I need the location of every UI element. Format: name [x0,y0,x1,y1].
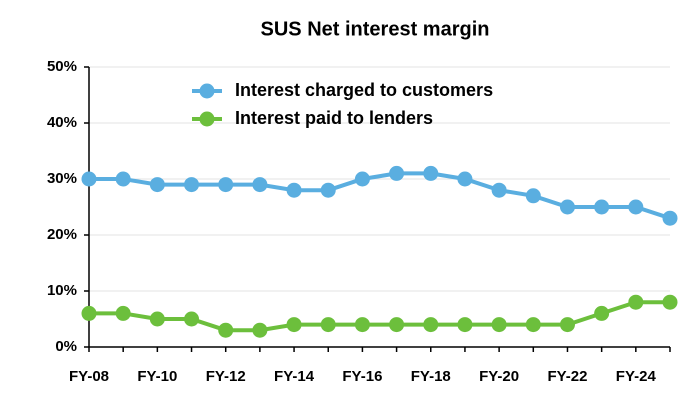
point [594,199,610,215]
point [184,177,200,193]
y-tick-label: 0% [55,338,77,355]
point [628,294,644,310]
y-tick-label: 40% [47,114,77,131]
point [457,317,473,333]
point [320,317,336,333]
point [423,317,439,333]
point [218,322,234,338]
series-line [89,300,670,333]
legend-marker [199,83,215,99]
point [184,311,200,327]
legend-label: Interest paid to lenders [235,108,433,128]
x-tick-label: FY-10 [137,368,177,385]
y-tick-label: 30% [47,170,77,187]
point [81,305,97,321]
point [662,294,678,310]
point [594,305,610,321]
point [457,171,473,187]
point [491,182,507,198]
point [354,317,370,333]
y-tick-label: 10% [47,282,77,299]
series-line [89,171,671,221]
point [149,177,165,193]
x-tick-label: FY-18 [411,368,451,385]
x-tick-label: FY-12 [206,368,246,385]
point [628,199,644,215]
legend-label: Interest charged to customers [235,80,493,100]
chart-title: SUS Net interest margin [261,18,490,40]
point [525,317,541,333]
point [252,177,268,193]
point [559,317,575,333]
point [218,177,234,193]
point [286,317,302,333]
point [115,171,131,187]
x-tick-label: FY-22 [547,368,587,385]
y-tick-label: 50% [47,58,77,75]
point [354,171,370,187]
point [559,199,575,215]
point [423,165,439,181]
point [389,165,405,181]
point [149,311,165,327]
point [81,171,97,187]
point [525,188,541,204]
x-tick-label: FY-14 [274,368,315,385]
x-tick-label: FY-08 [69,368,109,385]
x-tick-label: FY-20 [479,368,519,385]
point [389,317,405,333]
x-tick-label: FY-24 [616,368,657,385]
point [662,210,678,226]
point [252,322,268,338]
point [491,317,507,333]
x-tick-label: FY-16 [342,368,382,385]
point [115,305,131,321]
point [320,182,336,198]
point [286,182,302,198]
y-tick-label: 20% [47,226,77,243]
legend-marker [199,111,215,127]
